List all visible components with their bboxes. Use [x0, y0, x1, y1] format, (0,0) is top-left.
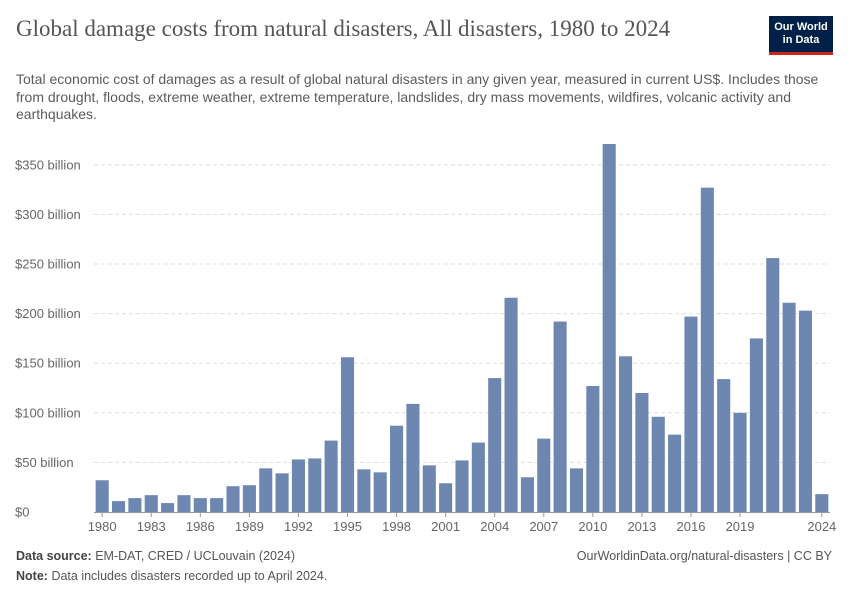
y-tick-label: $200 billion [15, 306, 81, 321]
x-tick-label: 1989 [235, 519, 264, 534]
x-tick-label: 1980 [88, 519, 117, 534]
x-tick-label: 1986 [186, 519, 215, 534]
bar-2016[interactable] [684, 316, 698, 512]
chart-subtitle: Total economic cost of damages as a resu… [16, 71, 819, 122]
logo-line-2: in Data [782, 34, 820, 46]
bar-2003[interactable] [471, 442, 485, 512]
bar-1995[interactable] [340, 357, 355, 512]
x-tick-label: 2019 [726, 519, 755, 534]
source-url-license[interactable]: OurWorldinData.org/natural-disasters | C… [576, 549, 832, 563]
y-tick-label: $0 [15, 505, 29, 520]
y-tick-label: $250 billion [15, 257, 81, 272]
bar-2011[interactable] [602, 144, 616, 512]
bar-2013[interactable] [635, 392, 649, 512]
bar-2006[interactable] [520, 477, 534, 512]
y-tick-label: $150 billion [15, 356, 81, 371]
x-tick-label: 1998 [382, 519, 411, 534]
bar-1988[interactable] [226, 486, 240, 512]
bar-1987[interactable] [210, 498, 224, 512]
bar-2009[interactable] [569, 468, 584, 512]
bar-2017[interactable] [700, 187, 714, 512]
x-tick-label: 1995 [333, 519, 362, 534]
data-source-text: EM-DAT, CRED / UCLouvain (2024) [95, 549, 296, 563]
gridlines [94, 164, 830, 463]
bar-2004[interactable] [488, 378, 502, 512]
chart-title: Global damage costs from natural disaste… [16, 16, 671, 41]
bar-1996[interactable] [357, 469, 371, 512]
x-tick-label: 2010 [578, 519, 607, 534]
bar-2015[interactable] [668, 434, 682, 512]
bar-2000[interactable] [422, 465, 436, 512]
x-tick-label: 2016 [677, 519, 706, 534]
x-tick-label: 1983 [137, 519, 166, 534]
x-tick-label: 1992 [284, 519, 313, 534]
bar-2024[interactable] [815, 494, 829, 512]
bar-1989[interactable] [242, 485, 256, 512]
bars [95, 144, 829, 512]
bar-1999[interactable] [406, 403, 420, 512]
bar-1980[interactable] [95, 480, 109, 512]
bar-1994[interactable] [324, 440, 338, 512]
bar-2018[interactable] [717, 379, 731, 512]
owid-logo[interactable]: Our World in Data [769, 16, 833, 55]
bar-2023[interactable] [798, 310, 812, 512]
y-tick-label: $350 billion [15, 157, 81, 172]
bar-2019[interactable] [733, 412, 747, 512]
bar-2012[interactable] [619, 356, 633, 512]
note-text: Data includes disasters recorded up to A… [51, 569, 328, 583]
bar-1983[interactable] [144, 495, 158, 512]
x-tick-label: 2013 [627, 519, 656, 534]
bar-1990[interactable] [259, 468, 273, 512]
bar-2020[interactable] [749, 338, 763, 512]
bar-1985[interactable] [177, 495, 191, 512]
note-label: Note: [16, 569, 48, 583]
bar-1981[interactable] [111, 501, 126, 512]
data-source-label: Data source: [16, 549, 92, 563]
x-tick-label: 2024 [807, 519, 836, 534]
bar-2002[interactable] [455, 460, 469, 512]
y-tick-label: $100 billion [15, 405, 81, 420]
bar-1992[interactable] [291, 459, 305, 512]
data-source: Data source: EM-DAT, CRED / UCLouvain (2… [16, 549, 295, 563]
bar-1997[interactable] [373, 472, 387, 512]
bar-1984[interactable] [161, 503, 175, 512]
y-tick-label: $50 billion [15, 455, 74, 470]
bar-2010[interactable] [586, 386, 600, 512]
bar-1991[interactable] [275, 473, 289, 512]
bar-1993[interactable] [308, 458, 322, 512]
bar-2021[interactable] [766, 258, 780, 512]
bar-1998[interactable] [390, 425, 404, 512]
chart-note: Note: Data includes disasters recorded u… [16, 569, 327, 583]
axes: $0 $50 billion $100 billion $150 billion $20… [15, 157, 836, 534]
bar-2001[interactable] [439, 483, 453, 512]
x-tick-label: 2001 [431, 519, 460, 534]
y-tick-label: $300 billion [15, 207, 81, 222]
bar-2022[interactable] [782, 302, 796, 512]
bar-2007[interactable] [537, 438, 551, 512]
x-tick-label: 2007 [529, 519, 558, 534]
bar-2014[interactable] [651, 416, 665, 512]
logo-line-1: Our World [774, 21, 828, 33]
bar-1986[interactable] [193, 498, 207, 512]
x-tick-label: 2004 [480, 519, 509, 534]
bar-1982[interactable] [128, 498, 142, 512]
bar-2008[interactable] [553, 321, 567, 512]
bar-2005[interactable] [504, 297, 518, 512]
